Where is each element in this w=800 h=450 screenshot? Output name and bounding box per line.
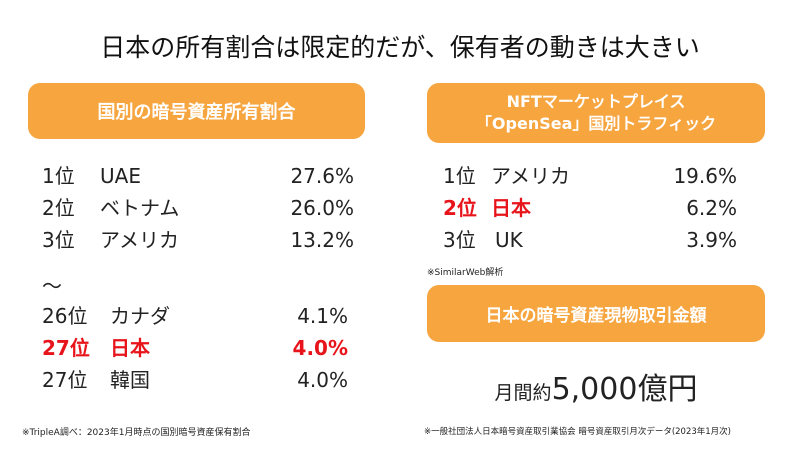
opensea-header-line2: 「OpenSea」国別トラフィック [475, 114, 717, 133]
rank: 2位 [42, 196, 75, 220]
ownership-row: 2位 ベトナム 26.0% [42, 196, 354, 220]
traffic-row-japan: 2位 日本 6.2% [443, 196, 737, 220]
rank: 26位 [42, 304, 88, 328]
traffic-row: 1位 アメリカ 19.6% [443, 164, 737, 188]
value: 6.2% [686, 196, 737, 220]
value: 4.0% [292, 336, 348, 360]
country: UK [495, 228, 523, 252]
value: 3.9% [686, 228, 737, 252]
ownership-row-japan: 27位 日本 4.0% [42, 336, 348, 360]
country: アメリカ [491, 164, 570, 188]
value: 13.2% [290, 228, 354, 252]
volume-amount: 月間約5,000億円 [427, 364, 765, 408]
volume-value: 5,000億円 [551, 372, 698, 407]
country: 日本 [491, 196, 531, 220]
value: 26.0% [290, 196, 354, 220]
rank: 3位 [443, 228, 476, 252]
ownership-row: 27位 韓国 4.0% [42, 368, 348, 392]
rank: 2位 [443, 196, 477, 220]
value: 27.6% [290, 164, 354, 188]
rank: 1位 [443, 164, 476, 188]
left-footnote: ※TripleA調べ：2023年1月時点の国別暗号資産保有割合 [22, 428, 251, 438]
rank: 27位 [42, 368, 88, 392]
ownership-row: 26位 カナダ 4.1% [42, 304, 348, 328]
volume-prefix: 月間約 [494, 382, 552, 404]
ownership-row: 3位 アメリカ 13.2% [42, 228, 354, 252]
country: カナダ [110, 304, 170, 328]
opensea-header: NFTマーケットプレイス 「OpenSea」国別トラフィック [427, 83, 765, 143]
country: 韓国 [110, 368, 150, 392]
right-footnote: ※一般社団法人日本暗号資産取引業協会 暗号資産取引月次データ(2023年1月次) [424, 427, 731, 437]
rank: 1位 [42, 164, 75, 188]
country: 日本 [110, 336, 150, 360]
ownership-row: 1位 UAE 27.6% [42, 164, 354, 188]
value: 4.0% [297, 368, 348, 392]
country: UAE [100, 164, 141, 188]
value: 19.6% [673, 164, 737, 188]
traffic-row: 3位 UK 3.9% [443, 228, 737, 252]
slide-title: 日本の所有割合は限定的だが、保有者の動きは大きい [100, 33, 700, 62]
value: 4.1% [297, 304, 348, 328]
source-note: ※SimilarWeb解析 [427, 268, 504, 278]
volume-header: 日本の暗号資産現物取引金額 [427, 285, 765, 342]
rank: 3位 [42, 228, 75, 252]
rank: 27位 [42, 336, 90, 360]
country: ベトナム [100, 196, 180, 220]
country: アメリカ [100, 228, 179, 252]
ownership-header: 国別の暗号資産所有割合 [28, 83, 365, 139]
opensea-header-line1: NFTマーケットプレイス [506, 92, 686, 111]
separator: ～ [42, 274, 62, 298]
